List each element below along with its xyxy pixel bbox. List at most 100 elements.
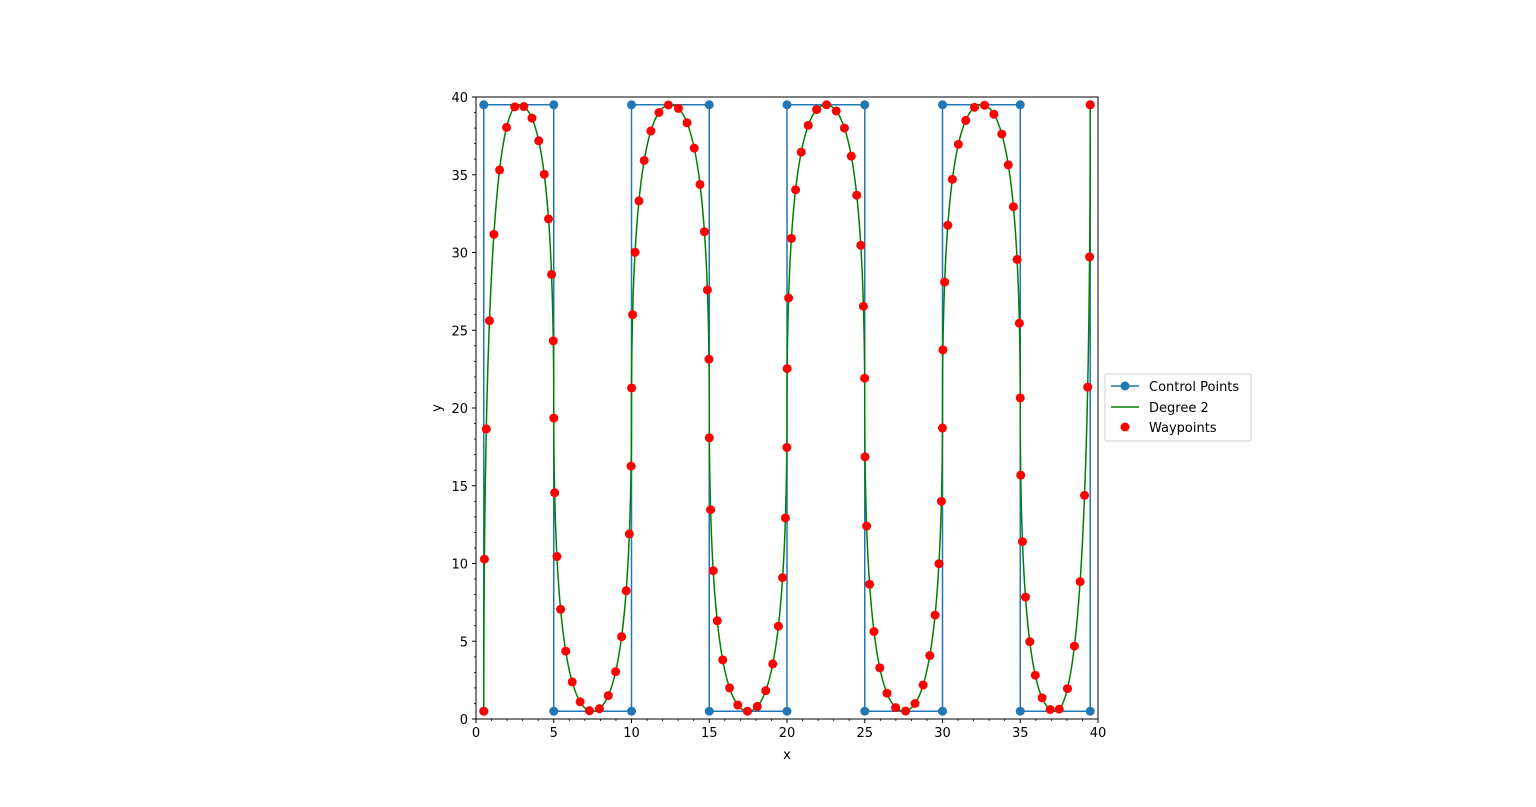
waypoint xyxy=(699,227,709,237)
waypoint xyxy=(875,663,885,673)
waypoint xyxy=(1030,670,1040,680)
waypoint xyxy=(1062,684,1072,694)
waypoint xyxy=(561,646,571,656)
waypoint xyxy=(603,691,613,701)
waypoint xyxy=(918,680,928,690)
y-tick-label: 0 xyxy=(460,713,468,728)
waypoint xyxy=(1003,160,1013,170)
y-tick-label: 30 xyxy=(451,247,468,262)
x-axis-label: x xyxy=(783,748,791,763)
waypoint xyxy=(712,616,722,626)
waypoint xyxy=(663,100,673,110)
control-point xyxy=(938,706,947,716)
waypoint xyxy=(627,383,637,393)
waypoint xyxy=(860,373,870,383)
waypoint xyxy=(882,688,892,698)
waypoint xyxy=(654,108,664,118)
waypoint xyxy=(936,496,946,506)
waypoint xyxy=(704,354,714,364)
y-tick-label: 40 xyxy=(451,91,468,106)
waypoint xyxy=(552,552,562,562)
waypoint xyxy=(1014,318,1024,328)
waypoint xyxy=(584,706,594,716)
waypoint xyxy=(786,233,796,243)
waypoint xyxy=(742,706,752,716)
waypoint xyxy=(858,301,868,311)
waypoint xyxy=(575,697,585,707)
waypoint xyxy=(646,126,656,136)
waypoint xyxy=(831,106,841,116)
waypoint xyxy=(1008,202,1018,212)
waypoint xyxy=(997,129,1007,139)
control-point xyxy=(1015,100,1025,110)
waypoint xyxy=(860,452,870,462)
control-point xyxy=(782,706,792,716)
y-tick-label: 35 xyxy=(451,169,468,184)
waypoint xyxy=(773,621,783,631)
legend-waypoints-marker xyxy=(1120,422,1130,432)
legend-degree-2-label: Degree 2 xyxy=(1149,401,1209,416)
waypoint xyxy=(479,554,489,564)
control-point xyxy=(479,100,489,110)
x-tick-label: 10 xyxy=(623,726,640,741)
waypoint xyxy=(706,505,716,515)
waypoint xyxy=(481,424,491,434)
control-point xyxy=(860,706,870,716)
waypoint xyxy=(704,433,714,443)
y-tick-label: 20 xyxy=(451,402,468,417)
waypoint xyxy=(803,120,813,130)
waypoint xyxy=(624,529,634,539)
waypoint xyxy=(1025,637,1035,647)
control-point xyxy=(704,706,714,716)
waypoint xyxy=(725,683,735,693)
waypoint xyxy=(891,703,901,713)
waypoint xyxy=(752,701,762,711)
legend-control-points-label: Control Points xyxy=(1149,380,1239,395)
waypoint xyxy=(539,169,549,179)
waypoint xyxy=(567,677,577,687)
y-axis: 0 5 10 15 20 25 30 35 40 xyxy=(451,91,476,728)
waypoint xyxy=(549,413,559,423)
control-point xyxy=(704,100,714,110)
waypoint xyxy=(550,488,560,498)
x-tick-label: 15 xyxy=(701,726,718,741)
waypoint xyxy=(1083,382,1093,392)
waypoint xyxy=(495,165,505,175)
waypoint xyxy=(953,139,963,149)
x-tick-label: 0 xyxy=(472,726,480,741)
waypoint xyxy=(673,103,683,113)
control-point xyxy=(938,100,947,110)
waypoint xyxy=(484,316,494,326)
waypoint xyxy=(812,105,822,115)
waypoint xyxy=(761,686,771,696)
waypoint xyxy=(733,700,743,710)
waypoint xyxy=(708,566,718,576)
waypoint xyxy=(937,423,947,433)
waypoint xyxy=(1045,704,1055,714)
waypoints-series xyxy=(479,100,1095,716)
waypoint xyxy=(862,521,872,531)
waypoint xyxy=(527,113,537,123)
waypoint xyxy=(768,659,778,669)
waypoint xyxy=(617,632,627,642)
waypoint xyxy=(980,100,990,110)
x-tick-label: 25 xyxy=(856,726,873,741)
waypoint xyxy=(782,364,792,374)
control-point xyxy=(782,100,792,110)
waypoint xyxy=(856,240,866,250)
waypoint xyxy=(852,190,862,200)
waypoint xyxy=(782,442,792,452)
waypoint xyxy=(621,586,631,596)
waypoint xyxy=(1085,100,1095,110)
x-tick-label: 30 xyxy=(934,726,951,741)
waypoint xyxy=(702,285,712,295)
y-tick-label: 10 xyxy=(451,558,468,573)
control-point xyxy=(1015,706,1025,716)
waypoint xyxy=(1075,577,1085,587)
waypoint xyxy=(628,310,638,320)
waypoint xyxy=(778,573,788,583)
control-point xyxy=(549,706,559,716)
control-point xyxy=(549,100,559,110)
waypoint xyxy=(489,229,499,239)
x-tick-label: 40 xyxy=(1090,726,1107,741)
